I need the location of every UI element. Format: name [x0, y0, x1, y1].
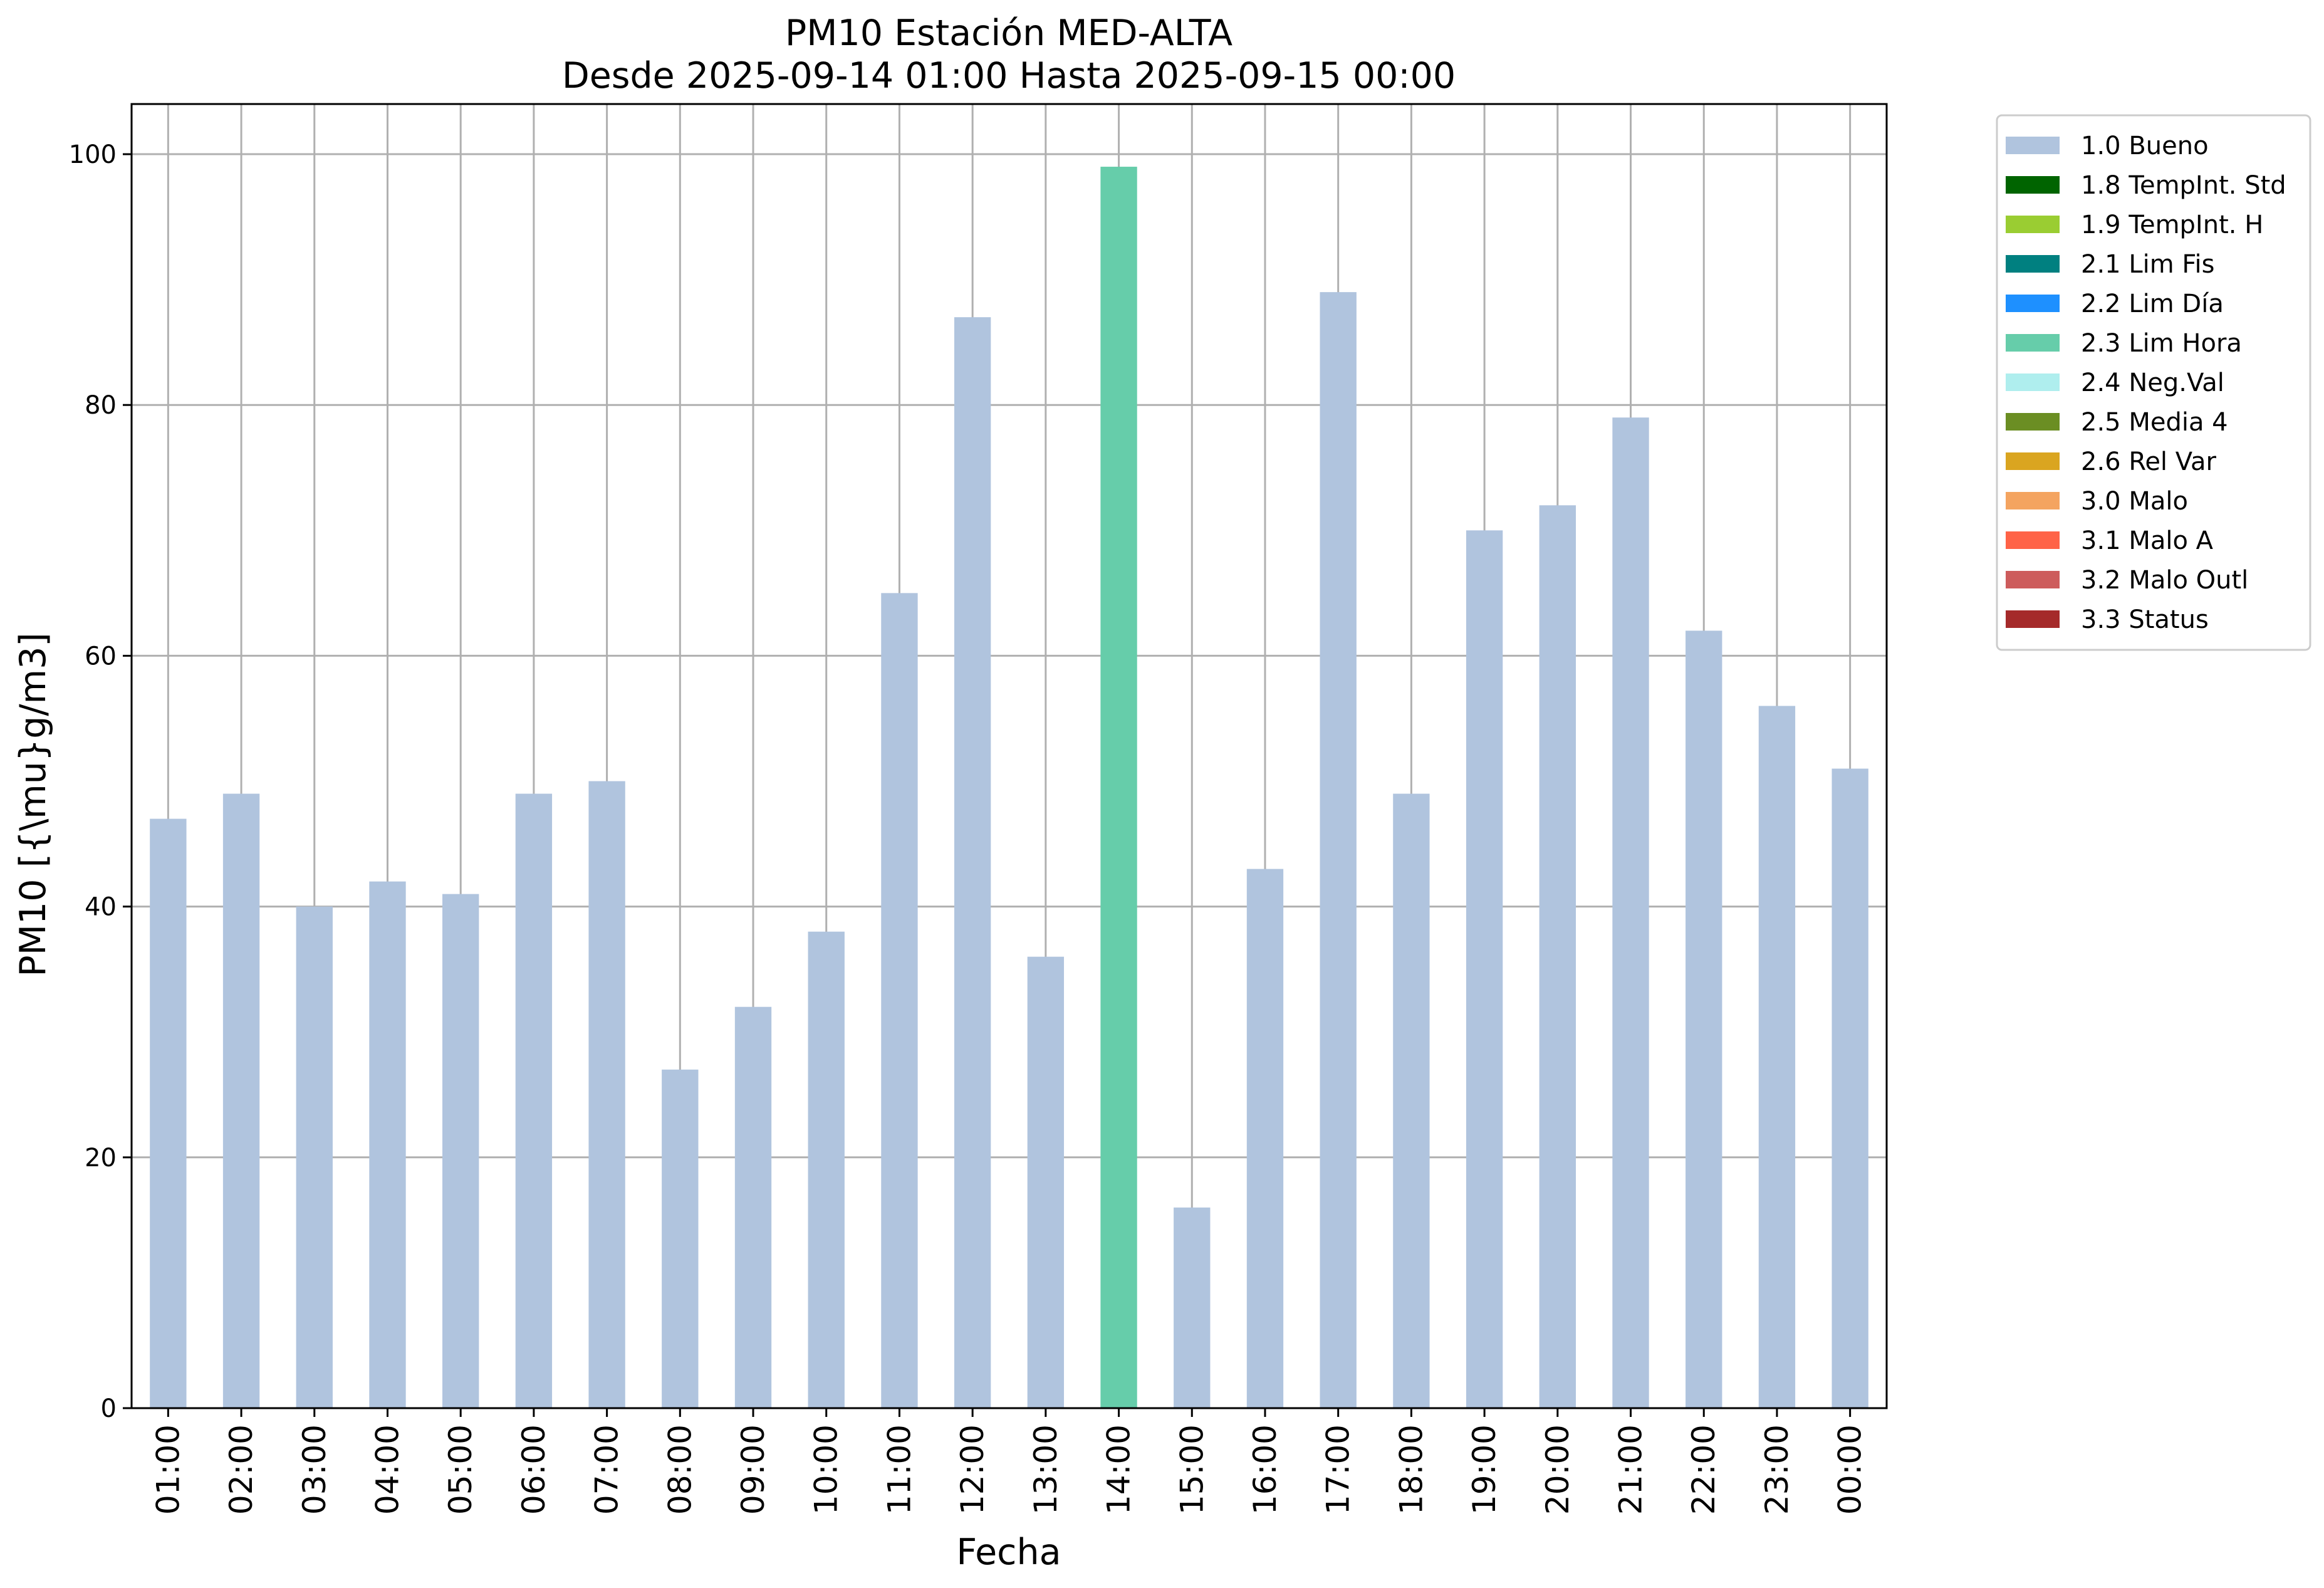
x-tick-label: 13:00 — [1028, 1424, 1064, 1515]
bar — [588, 781, 625, 1408]
legend-swatch — [2006, 452, 2060, 470]
bar — [881, 593, 918, 1408]
legend-label: 2.5 Media 4 — [2081, 408, 2228, 437]
plot-frame — [130, 103, 1888, 1409]
bar — [1539, 505, 1576, 1409]
y-tick-label: 80 — [85, 391, 117, 420]
legend-label: 3.3 Status — [2081, 605, 2209, 634]
x-tick-label: 06:00 — [516, 1424, 552, 1515]
y-tick-label: 0 — [101, 1394, 117, 1423]
legend-swatch — [2006, 492, 2060, 509]
legend-swatch — [2006, 295, 2060, 312]
bar — [954, 317, 991, 1408]
bar — [808, 931, 845, 1408]
y-tick-label: 60 — [85, 642, 117, 671]
legend-swatch — [2006, 176, 2060, 194]
bar — [1686, 630, 1722, 1409]
bar — [1027, 956, 1065, 1408]
x-tick-label: 07:00 — [589, 1424, 625, 1515]
legend: 1.0 Bueno 1.8 TempInt. Std 1.9 TempInt. H 2… — [1996, 114, 2311, 651]
legend-label: 1.9 TempInt. H — [2081, 211, 2263, 239]
legend-label: 2.4 Neg.Val — [2081, 368, 2224, 397]
bar — [369, 881, 406, 1408]
bar — [662, 1069, 699, 1408]
legend-swatch — [2006, 610, 2060, 628]
x-tick-label: 20:00 — [1540, 1424, 1576, 1515]
x-tick-label: 09:00 — [735, 1424, 771, 1515]
bar — [734, 1006, 772, 1408]
x-tick-label: 03:00 — [296, 1424, 333, 1515]
bar — [296, 906, 333, 1408]
x-tick-label: 04:00 — [369, 1424, 405, 1515]
bars — [150, 167, 1868, 1409]
x-tick-label: 10:00 — [808, 1424, 845, 1515]
legend-label: 2.1 Lim Fis — [2081, 250, 2214, 279]
bar — [515, 793, 553, 1408]
x-tick-label: 23:00 — [1759, 1424, 1795, 1515]
y-axis-label: PM10 [{\mu}g/m3] — [13, 632, 54, 976]
bar — [1393, 793, 1430, 1408]
legend-label: 2.6 Rel Var — [2081, 447, 2217, 476]
legend-label: 3.2 Malo Outl — [2081, 566, 2248, 595]
legend-box — [1996, 114, 2311, 651]
legend-swatch — [2006, 373, 2060, 391]
x-tick-label: 21:00 — [1613, 1424, 1649, 1515]
x-axis-ticks: 01:00 02:00 03:00 04:00 05:00 06:00 07:00 08:00… — [150, 1408, 1868, 1515]
y-tick-label: 40 — [85, 893, 117, 922]
x-tick-label: 17:00 — [1320, 1424, 1357, 1515]
legend-swatch — [2006, 531, 2060, 549]
legend-label: 1.8 TempInt. Std — [2081, 171, 2286, 200]
legend-label: 2.3 Lim Hora — [2081, 329, 2242, 358]
legend-label: 1.0 Bueno — [2081, 132, 2209, 160]
y-tick-label: 20 — [85, 1144, 117, 1173]
legend-swatch — [2006, 413, 2060, 431]
bar — [222, 793, 260, 1408]
bar — [1100, 167, 1137, 1408]
legend-label: 2.2 Lim Día — [2081, 290, 2224, 318]
chart-title: PM10 Estación MED-ALTA — [785, 13, 1232, 54]
x-tick-label: 00:00 — [1832, 1424, 1868, 1515]
x-tick-label: 11:00 — [881, 1424, 917, 1515]
bar — [1174, 1207, 1211, 1408]
y-tick-label: 100 — [69, 140, 117, 169]
x-tick-label: 18:00 — [1393, 1424, 1429, 1515]
x-tick-label: 01:00 — [150, 1424, 186, 1515]
x-tick-label: 12:00 — [954, 1424, 991, 1515]
chart-subtitle: Desde 2025-09-14 01:00 Hasta 2025-09-15 … — [562, 55, 1456, 97]
legend-swatch — [2006, 571, 2060, 588]
x-tick-label: 19:00 — [1466, 1424, 1503, 1515]
bar — [150, 818, 187, 1408]
legend-swatch — [2006, 216, 2060, 233]
bar — [1246, 869, 1284, 1408]
legend-label: 3.1 Malo A — [2081, 526, 2214, 555]
bar — [1758, 706, 1796, 1408]
legend-swatch — [2006, 137, 2060, 154]
x-tick-label: 02:00 — [223, 1424, 259, 1515]
x-tick-label: 14:00 — [1101, 1424, 1137, 1515]
x-tick-label: 16:00 — [1247, 1424, 1283, 1515]
x-tick-label: 05:00 — [442, 1424, 479, 1515]
y-axis-ticks: 0 20 40 60 80 100 — [69, 140, 132, 1423]
bar — [1832, 768, 1868, 1408]
legend-swatch — [2006, 334, 2060, 352]
x-tick-label: 08:00 — [662, 1424, 698, 1515]
legend-label: 3.0 Malo — [2081, 487, 2188, 516]
bar — [1612, 417, 1649, 1408]
x-tick-label: 15:00 — [1174, 1424, 1210, 1515]
bar — [1466, 530, 1503, 1408]
x-tick-label: 22:00 — [1686, 1424, 1722, 1515]
x-axis-label: Fecha — [956, 1532, 1061, 1573]
bar — [442, 894, 479, 1408]
bar — [1320, 292, 1357, 1408]
legend-swatch — [2006, 255, 2060, 273]
